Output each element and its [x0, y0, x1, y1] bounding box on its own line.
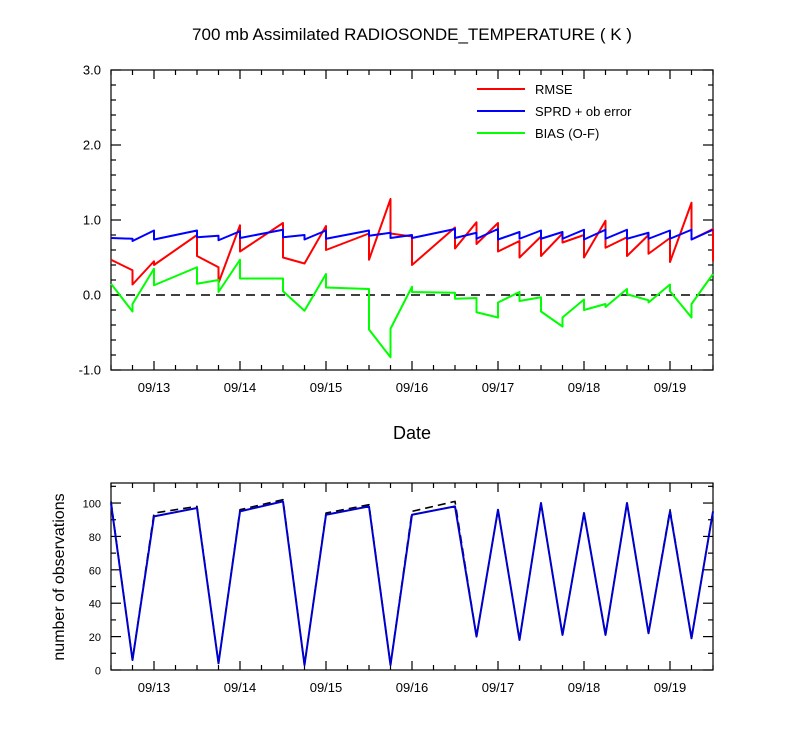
- bottom-y-tick-label: 20: [89, 632, 101, 644]
- bottom-x-tick-label: 09/16: [396, 680, 429, 695]
- top-series-bias-o-f: [110, 258, 714, 359]
- top-x-tick-label: 09/16: [396, 380, 429, 395]
- chart-title: 700 mb Assimilated RADIOSONDE_TEMPERATUR…: [192, 25, 632, 44]
- top-y-tick-label: 1.0: [83, 213, 101, 228]
- bottom-y-tick-label: 60: [89, 565, 101, 577]
- top-y-tick-label: 3.0: [83, 63, 101, 78]
- bottom-y-axis-label: number of observations: [51, 493, 68, 660]
- bottom-x-tick-label: 09/14: [224, 680, 257, 695]
- bottom-x-tick-label: 09/19: [654, 680, 687, 695]
- top-x-tick-label: 09/15: [310, 380, 343, 395]
- bottom-y-tick-label: 100: [83, 499, 101, 511]
- bottom-y-tick-label: 0: [95, 666, 101, 678]
- top-panel: 09/13 09/14 09/15 09/16 09/17 09/18 09/19 -1.0 0…: [79, 63, 714, 395]
- bottom-x-tick-label: 09/13: [138, 680, 171, 695]
- legend-label: RMSE: [535, 82, 573, 97]
- top-x-tick-label: 09/19: [654, 380, 687, 395]
- legend-label: BIAS (O-F): [535, 126, 599, 141]
- top-x-tick-label: 09/18: [568, 380, 601, 395]
- bottom-x-tick-label: 09/17: [482, 680, 515, 695]
- bottom-y-tick-label: 80: [89, 532, 101, 544]
- top-y-tick-label: 2.0: [83, 138, 101, 153]
- bottom-x-tick-label: 09/18: [568, 680, 601, 695]
- top-x-tick-label: 09/17: [482, 380, 515, 395]
- top-series-sprd-ob-error: [110, 228, 714, 242]
- top-y-tick-label: 0.0: [83, 288, 101, 303]
- top-x-tick-label: 09/14: [224, 380, 257, 395]
- bottom-panel: 09/13 09/14 09/15 09/16 09/17 09/18 09/19 0 20 40…: [83, 482, 714, 695]
- top-y-tick-label: -1.0: [79, 363, 101, 378]
- bottom-plot-frame: [110, 482, 714, 671]
- bottom-x-tick-label: 09/15: [310, 680, 343, 695]
- top-series-rmse: [110, 198, 714, 286]
- top-x-axis-label: Date: [393, 423, 431, 443]
- bottom-series-assimilated: [110, 500, 714, 666]
- legend-label: SPRD + ob error: [535, 104, 632, 119]
- bottom-y-tick-label: 40: [89, 599, 101, 611]
- top-x-tick-label: 09/13: [138, 380, 171, 395]
